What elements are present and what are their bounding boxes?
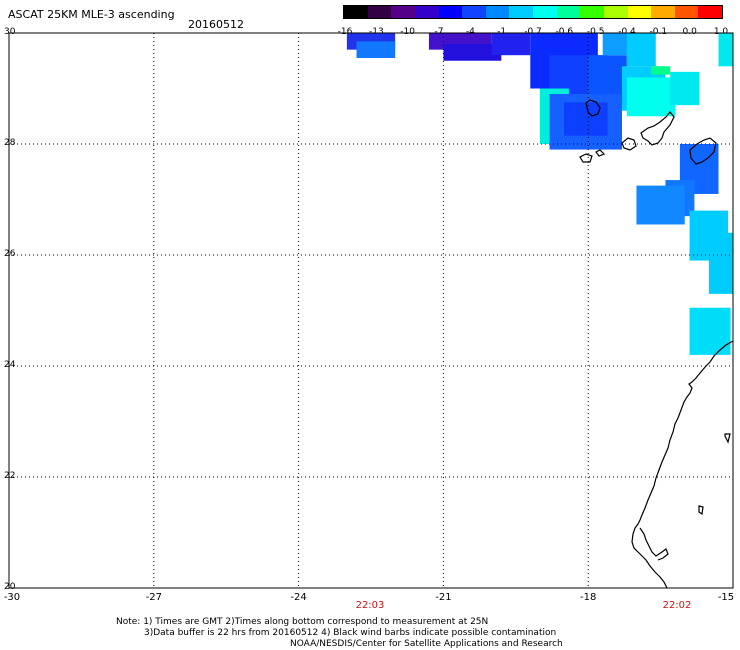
colorbar-label: -0.4 — [618, 27, 636, 37]
x-tick-label: -24 — [290, 592, 307, 603]
x-tick-label: -21 — [435, 592, 452, 603]
wind-cell — [708, 232, 733, 294]
fuerteventura — [689, 137, 717, 165]
africa-coastline — [631, 340, 734, 589]
colorbar-segment — [509, 6, 533, 18]
la-gomera — [579, 153, 593, 163]
colorbar-segment — [651, 6, 675, 18]
colorbar-segment — [580, 6, 604, 18]
y-tick-label: 20 — [4, 582, 16, 592]
colorbar-label: -0.5 — [586, 27, 605, 37]
colorbar-segment — [674, 6, 699, 18]
colorbar-label: -10 — [400, 27, 416, 37]
y-tick-label: 30 — [4, 27, 16, 37]
colorbar-label: -0.1 — [649, 27, 668, 37]
colorbar-segment — [414, 6, 439, 18]
x-tick-label: -30 — [3, 592, 21, 603]
colorbar-segment — [627, 6, 652, 18]
plot-border — [8, 32, 734, 589]
grid-lines — [8, 32, 734, 589]
y-tick-label: 28 — [4, 138, 16, 148]
colorbar-segment — [485, 6, 510, 18]
y-tick-label: 22 — [4, 471, 16, 481]
time-label-2: 22:02 — [662, 600, 692, 611]
colorbar-label: -0.7 — [524, 27, 542, 37]
colorbar-segment — [367, 6, 392, 18]
colorbar-segment — [391, 6, 415, 18]
colorbar-segment — [462, 6, 486, 18]
gran-canaria — [621, 137, 637, 151]
el-hierro — [595, 149, 606, 157]
colorbar-label: 0.0 — [682, 27, 697, 37]
wind-cell — [718, 33, 733, 67]
small-island-east — [724, 433, 731, 444]
wind-cell — [356, 41, 396, 58]
colorbar-segment — [438, 6, 463, 18]
wind-cell — [626, 33, 656, 67]
colorbar-label: -0.6 — [555, 27, 574, 37]
note-line-3: NOAA/NESDIS/Center for Satellite Applica… — [290, 639, 563, 649]
colorbar-segment — [533, 6, 557, 18]
note-line-2: 3)Data buffer is 22 hrs from 20160512 4)… — [144, 628, 557, 638]
peninsula — [639, 527, 669, 561]
coastline — [579, 99, 734, 589]
x-tick-label: -27 — [145, 592, 162, 603]
tenerife — [640, 111, 675, 146]
colorbar-segment — [556, 6, 581, 18]
colorbar-label: -16 — [337, 27, 353, 37]
time-label-1: 22:03 — [355, 600, 385, 611]
wind-cell — [689, 307, 731, 355]
map-date: 20160512 — [188, 18, 244, 31]
la-palma — [585, 99, 601, 117]
colorbar-label: -1 — [497, 27, 507, 37]
wind-cell — [650, 66, 671, 75]
small-island-south — [698, 505, 704, 516]
x-tick-label: -15 — [717, 592, 735, 603]
colorbar-label: -4 — [465, 27, 475, 37]
wind-cell — [626, 77, 676, 117]
x-tick-label: -18 — [580, 592, 597, 603]
colorbar-segment — [698, 6, 722, 18]
y-tick-label: 26 — [4, 249, 16, 259]
wind-cells — [346, 33, 733, 355]
wind-cell — [670, 71, 700, 106]
plot-frame — [8, 32, 734, 589]
wind-cell — [588, 55, 627, 100]
wind-cell — [636, 185, 685, 225]
y-tick-label: 24 — [4, 360, 16, 370]
colorbar-segment — [603, 6, 628, 18]
wind-cell — [564, 102, 608, 136]
colorbar-label: -13 — [368, 27, 384, 37]
wind-cell — [602, 33, 632, 56]
colorbar-label: 1.0 — [713, 27, 729, 37]
wind-cell — [491, 33, 531, 56]
colorbar — [343, 5, 723, 19]
note-line-1: Note: 1) Times are GMT 2)Times along bot… — [116, 617, 489, 627]
map-title: ASCAT 25KM MLE-3 ascending — [8, 8, 175, 21]
wind-cell — [443, 44, 502, 61]
colorbar-label: -7 — [434, 27, 444, 37]
colorbar-segment — [344, 6, 368, 18]
